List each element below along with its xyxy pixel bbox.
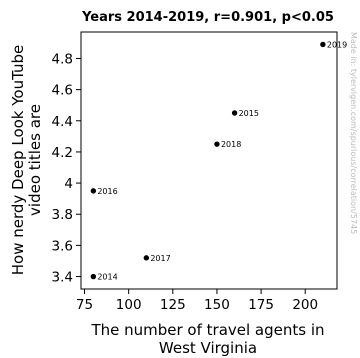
y-tick-label: 3.6 xyxy=(52,238,73,254)
watermark: Made in: tylervigen.com/spurious/correla… xyxy=(349,32,358,234)
y-tick-label: 4.6 xyxy=(52,83,73,99)
x-tick-label: 125 xyxy=(160,297,186,313)
data-point-label-2017: 2017 xyxy=(150,254,170,263)
y-tick-label: 3.4 xyxy=(52,270,73,286)
y-tick-label: 4.2 xyxy=(52,145,73,161)
plot-frame xyxy=(80,31,338,290)
x-tick-label: 100 xyxy=(116,297,142,313)
data-point-2016 xyxy=(90,188,97,194)
y-axis-label-line-1: How nerdy Deep Look YouTube xyxy=(9,45,27,276)
y-tick-label: 4 xyxy=(64,176,73,192)
x-tick-label: 200 xyxy=(292,297,318,313)
data-point-label-2019: 2019 xyxy=(327,40,347,49)
data-point-label-2015: 2015 xyxy=(239,109,259,118)
data-points: 2014 2015 2016 2017 2018 2019 xyxy=(90,40,347,282)
x-tick-label: 150 xyxy=(204,297,230,313)
data-point-label-2018: 2018 xyxy=(221,140,241,149)
x-axis-label-line-2: West Virginia xyxy=(159,339,257,357)
y-tick-label: 3.8 xyxy=(52,207,73,223)
x-tick-label: 75 xyxy=(76,297,93,313)
y-axis-label-line-2: video titles are xyxy=(26,104,44,216)
data-point-2015 xyxy=(231,110,238,116)
data-point-label-2016: 2016 xyxy=(97,187,117,196)
x-axis-ticks: 75 100 125 150 175 200 xyxy=(76,289,318,313)
data-point-label-2014: 2014 xyxy=(97,273,117,282)
data-point-2014 xyxy=(90,273,97,280)
x-axis-label-line-1: The number of travel agents in xyxy=(90,321,324,339)
y-axis-ticks: 3.4 3.6 3.8 4 4.2 4.4 4.6 4.8 xyxy=(52,51,81,286)
data-point-2017 xyxy=(143,255,150,261)
y-tick-label: 4.8 xyxy=(52,51,73,67)
data-point-2019 xyxy=(320,41,326,48)
data-point-2018 xyxy=(214,141,220,147)
chart-title: Years 2014-2019, r=0.901, p<0.05 xyxy=(81,10,334,25)
y-tick-label: 4.4 xyxy=(52,114,73,130)
x-tick-label: 175 xyxy=(248,297,274,313)
